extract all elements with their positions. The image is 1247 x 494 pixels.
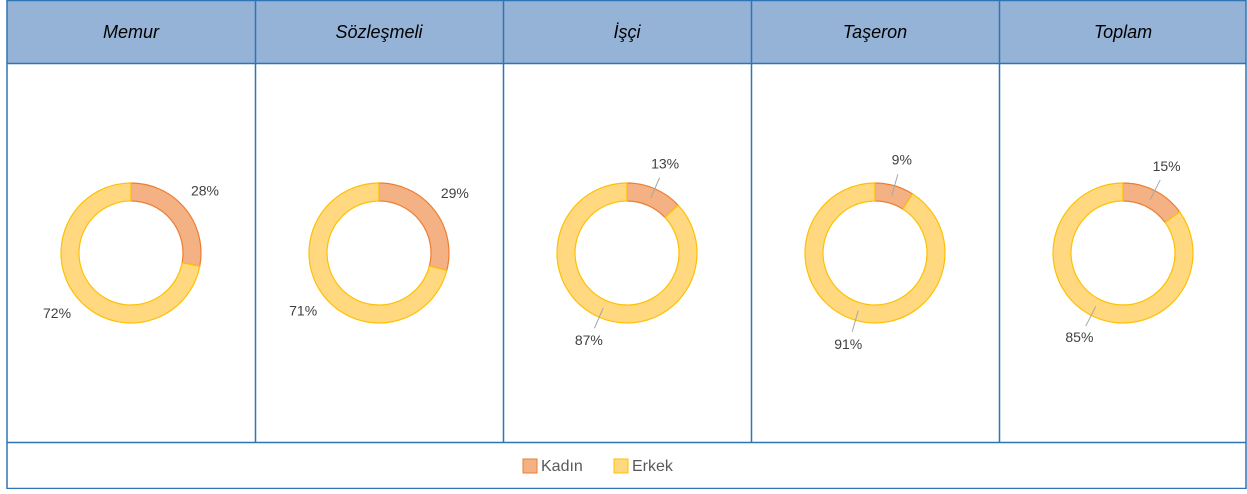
leader-line	[650, 177, 661, 199]
legend-swatch	[522, 458, 538, 474]
column-title: Taşeron	[843, 22, 907, 42]
data-label: 29%	[441, 185, 469, 201]
donut-slice	[804, 182, 946, 324]
donut-slice	[308, 182, 448, 324]
column-title: Memur	[103, 22, 160, 42]
leader-line	[891, 174, 899, 196]
data-label: 9%	[892, 152, 912, 168]
column-title: Toplam	[1094, 22, 1152, 42]
legend-swatch	[613, 458, 629, 474]
data-label: 15%	[1153, 158, 1181, 174]
legend-label: Erkek	[632, 458, 674, 475]
data-label: 28%	[191, 183, 219, 199]
data-label: 85%	[1065, 329, 1093, 345]
data-label: 71%	[289, 303, 317, 319]
leader-line	[851, 310, 859, 332]
leader-line	[1085, 306, 1097, 327]
donut-slice	[60, 182, 201, 324]
donut-slice	[1122, 182, 1181, 224]
data-label: 72%	[43, 305, 71, 321]
header-row	[7, 0, 1246, 64]
donut-slice	[556, 182, 698, 324]
column-title: İşçi	[614, 22, 642, 42]
legend-label: Kadın	[541, 458, 583, 475]
donut-slice	[1052, 182, 1194, 324]
leader-line	[593, 307, 604, 329]
donut-slice	[378, 182, 450, 272]
data-label: 87%	[575, 332, 603, 348]
data-label: 13%	[651, 156, 679, 172]
data-label: 91%	[834, 336, 862, 352]
leader-line	[1149, 179, 1161, 200]
column-title: Sözleşmeli	[335, 22, 423, 42]
